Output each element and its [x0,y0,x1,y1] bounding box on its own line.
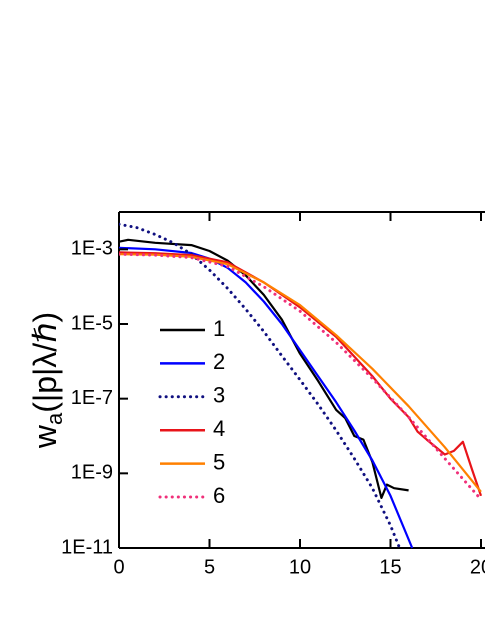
y-tick-label: 1E-9 [71,462,113,484]
legend-label: 3 [213,383,225,408]
series-line [119,222,402,549]
series-line [119,238,409,499]
y-tick-label: 1E-7 [71,387,113,409]
series-line [119,246,414,549]
y-label-rest: (|p|λ/ℏ) [27,312,63,413]
y-tick-label: 1E-11 [61,536,113,558]
y-tick-label: 1E-5 [71,312,113,334]
x-tick-label: 10 [289,556,311,578]
legend-label: 6 [213,483,225,508]
x-tick-label: 20 [470,556,485,578]
plot-area [119,222,483,549]
series-line [119,253,482,493]
legend-label: 2 [213,349,225,374]
series-line [119,252,483,501]
x-tick-label: 15 [379,556,401,578]
legend-label: 5 [213,449,225,474]
y-label-main: w [27,424,63,449]
x-tick-label: 0 [113,556,124,578]
legend-label: 1 [213,316,225,341]
y-label-sub: a [42,412,67,425]
y-tick-label: 1E-3 [71,238,113,260]
y-axis-label: wa(|p|λ/ℏ) [27,312,66,449]
legend-label: 4 [213,416,225,441]
x-tick-label: 5 [204,556,215,578]
series-line [119,251,483,497]
